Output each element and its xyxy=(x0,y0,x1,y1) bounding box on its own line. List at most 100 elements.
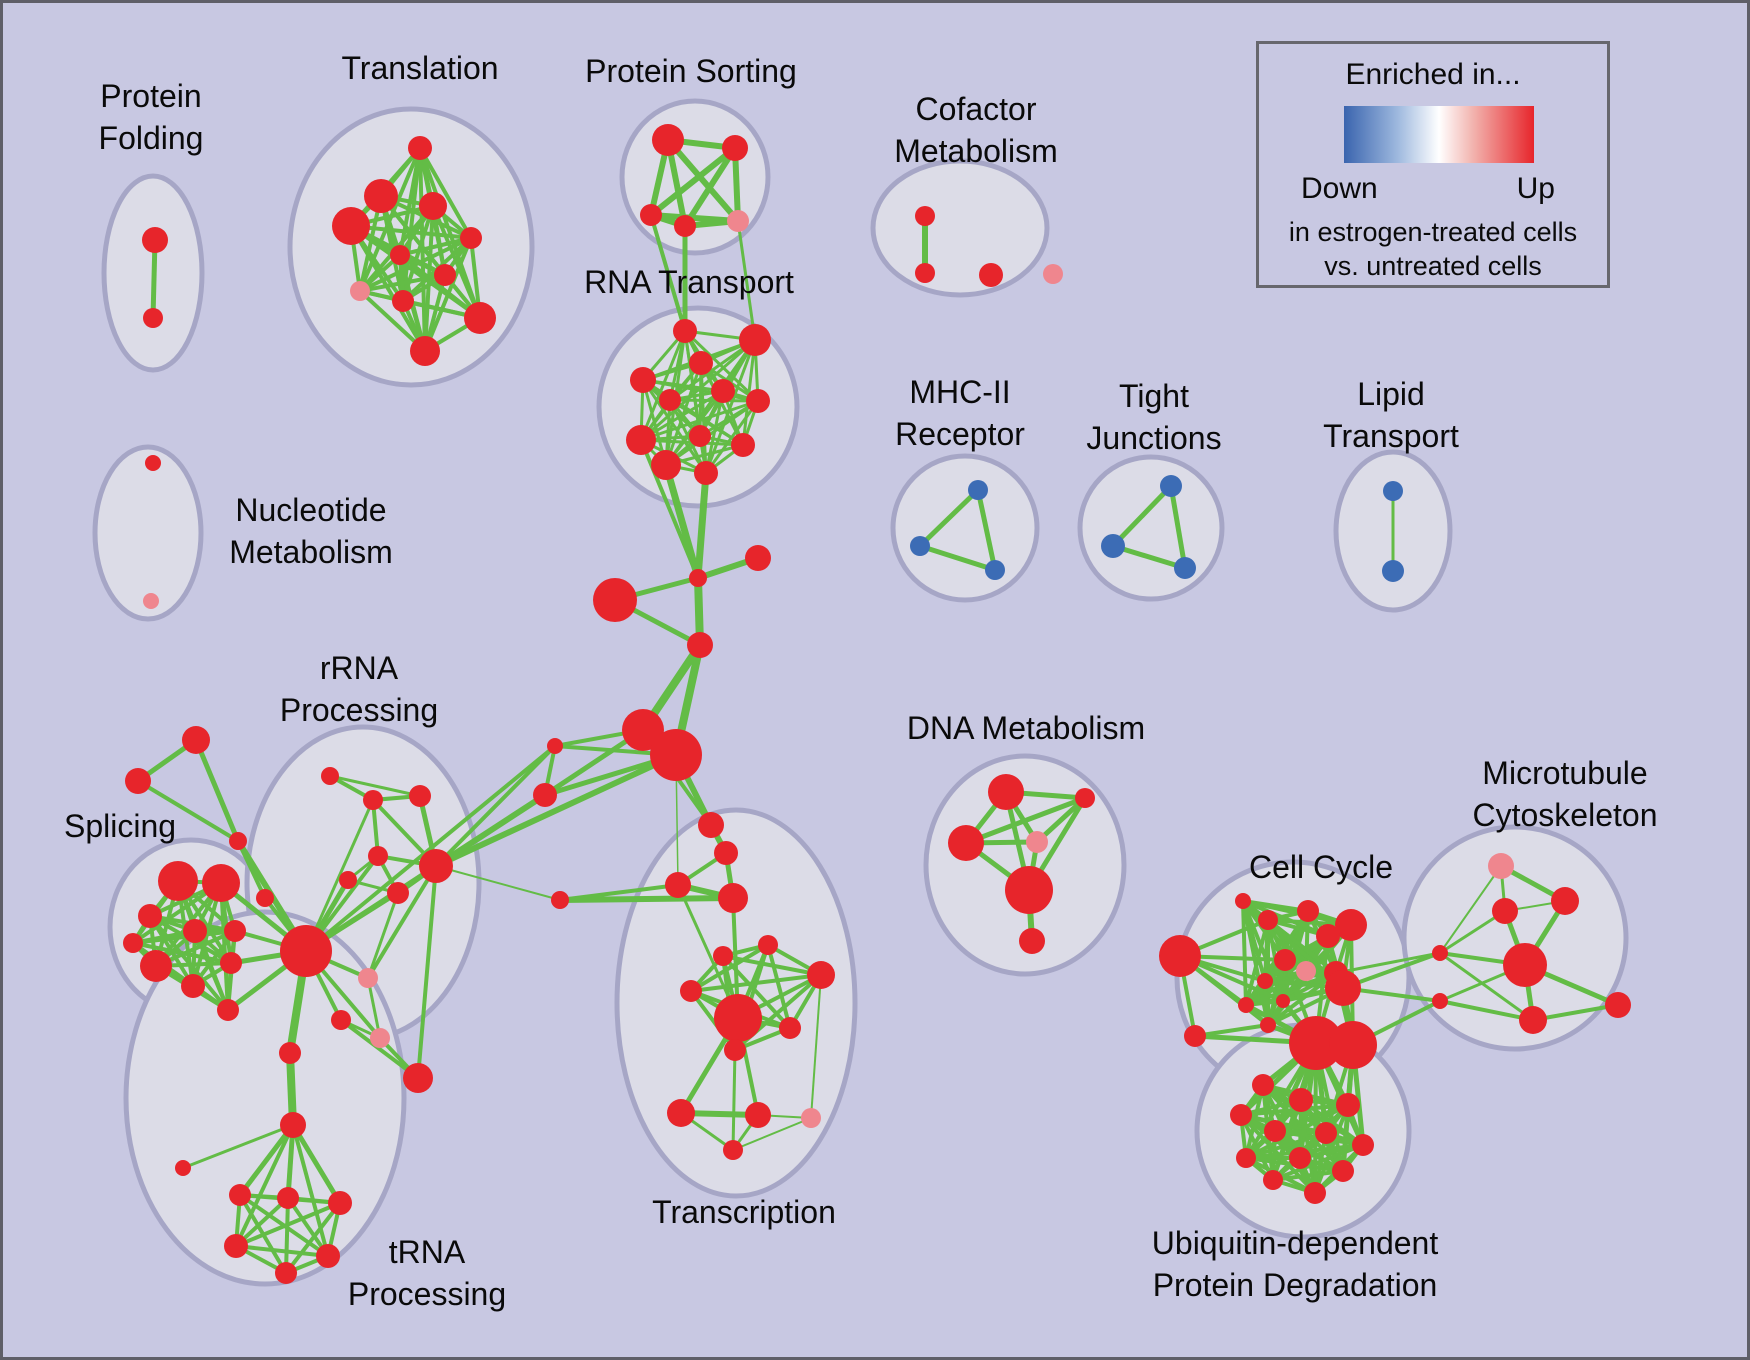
edge-ps1-ps5 xyxy=(665,138,741,223)
edge-cn1-sp11 xyxy=(236,840,267,899)
node-cc3 xyxy=(1258,910,1278,930)
edge-rt11-ch1 xyxy=(662,464,702,579)
node-u9 xyxy=(1289,1147,1311,1169)
edge-sp8-sp10 xyxy=(132,941,232,965)
node-rt10 xyxy=(731,433,755,457)
nodes xyxy=(123,124,1631,1284)
cluster-mhc-ii-receptor-label: MHC-II Receptor xyxy=(895,374,1025,452)
edge-cc14-cc15 xyxy=(1241,900,1270,1026)
node-mh3 xyxy=(985,560,1005,580)
node-rt8 xyxy=(626,425,656,455)
edge-tj1-tj2 xyxy=(1111,484,1173,548)
edge-tri1-cn1 xyxy=(193,739,241,842)
node-sp10 xyxy=(123,933,143,953)
legend-down-label: Down xyxy=(1301,172,1378,205)
node-tl2 xyxy=(364,179,398,213)
edge-rt2-rt12 xyxy=(704,339,757,474)
node-g1 xyxy=(1289,1016,1343,1070)
legend-subtitle-line2: vs. untreated cells xyxy=(1324,251,1542,281)
edge-tri2-cn1 xyxy=(136,779,240,843)
edge-tj2-tj3 xyxy=(1112,543,1186,571)
cluster-translation-label: Translation xyxy=(341,50,498,86)
node-tx3 xyxy=(665,872,691,898)
edge-mb1-mt5 xyxy=(1439,951,1534,1022)
node-dm6 xyxy=(1019,928,1045,954)
edge-c1-rrb xyxy=(434,744,557,868)
node-u12 xyxy=(1304,1182,1326,1204)
node-rt6 xyxy=(659,389,681,411)
edge-cd2-iso xyxy=(182,1123,294,1170)
cluster-splicing-label: Splicing xyxy=(64,808,176,844)
node-ch1 xyxy=(689,569,707,587)
node-u5 xyxy=(1264,1120,1286,1142)
legend-box: Enriched in... Down Up in estrogen-treat… xyxy=(1256,41,1610,288)
node-mt6 xyxy=(1605,992,1631,1018)
node-cf4 xyxy=(1043,264,1063,284)
node-nm1 xyxy=(145,455,161,471)
cluster-labels: Protein Folding Translation Protein Sorting… xyxy=(64,50,1658,1312)
edge-u10-u11 xyxy=(1272,1169,1344,1182)
node-rt1 xyxy=(673,319,697,343)
node-ch2 xyxy=(745,545,771,571)
node-cc1 xyxy=(1159,935,1201,977)
node-cc15 xyxy=(1235,893,1251,909)
node-tl3 xyxy=(419,192,447,220)
edge-tx7-tx8 xyxy=(722,954,822,977)
edge-cc13-cc15 xyxy=(1241,900,1285,1002)
node-sp11 xyxy=(256,889,274,907)
cluster-dna-metabolism-label: DNA Metabolism xyxy=(907,710,1145,746)
edge-mt1-mb1 xyxy=(1439,865,1502,954)
edge-dm2-dm3 xyxy=(965,795,1086,846)
node-c1 xyxy=(547,738,563,754)
node-tn1 xyxy=(229,1184,251,1206)
edge-rt7-rt12 xyxy=(704,400,760,474)
node-rr9 xyxy=(370,1028,390,1048)
node-tx13 xyxy=(667,1099,695,1127)
node-cc4 xyxy=(1297,900,1319,922)
node-cf2 xyxy=(915,263,935,283)
node-dm5 xyxy=(1005,866,1053,914)
node-tn2 xyxy=(277,1187,299,1209)
node-rt12 xyxy=(694,461,718,485)
edge-c2-rrb xyxy=(434,792,547,869)
node-cc14 xyxy=(1260,1017,1276,1033)
node-rt9 xyxy=(689,425,711,447)
node-rt11 xyxy=(651,450,681,480)
node-ch4 xyxy=(687,632,713,658)
cluster-protein-sorting-label: Protein Sorting xyxy=(585,53,797,89)
edge-cd2-tn4 xyxy=(234,1124,295,1247)
legend-title: Enriched in... xyxy=(1345,58,1521,91)
node-mt2 xyxy=(1551,887,1579,915)
node-u1 xyxy=(1252,1074,1274,1096)
node-tx7 xyxy=(713,946,733,966)
node-rr10 xyxy=(403,1063,433,1093)
node-hb2 xyxy=(650,729,702,781)
edge-tn4-tn5 xyxy=(235,1244,329,1258)
node-dm4 xyxy=(1026,831,1048,853)
edge-tx9-tx12 xyxy=(689,989,737,1052)
edge-cc6-cc15 xyxy=(1242,899,1329,938)
node-dm3 xyxy=(948,825,984,861)
cluster-ubiquitin-dependent-protein-degradation-label: Ubiquitin-dependent Protein Degradation xyxy=(1152,1225,1439,1303)
cluster-protein-folding-label: Protein Folding xyxy=(99,78,204,156)
edge-rrb-rr10 xyxy=(416,865,438,1079)
edge-rt6-rt7 xyxy=(669,398,759,403)
edge-sp5-sp10 xyxy=(132,929,236,945)
edge-tx6-tx11 xyxy=(766,944,792,1029)
edge-mh1-mh3 xyxy=(975,489,998,571)
node-u6 xyxy=(1315,1122,1337,1144)
node-lt1 xyxy=(1383,481,1403,501)
node-ps4 xyxy=(674,215,696,237)
edge-ps3-rt1 xyxy=(649,214,687,332)
node-u2 xyxy=(1289,1088,1313,1112)
edge-cd2-tn1 xyxy=(238,1123,295,1197)
node-cc8 xyxy=(1296,961,1316,981)
cluster-rna-transport-label: RNA Transport xyxy=(584,264,794,300)
node-rt7 xyxy=(746,389,770,413)
node-tri1 xyxy=(182,726,210,754)
node-u3 xyxy=(1336,1093,1360,1117)
node-tx12 xyxy=(724,1039,746,1061)
node-ps2 xyxy=(722,135,748,161)
node-sp3 xyxy=(138,904,162,928)
